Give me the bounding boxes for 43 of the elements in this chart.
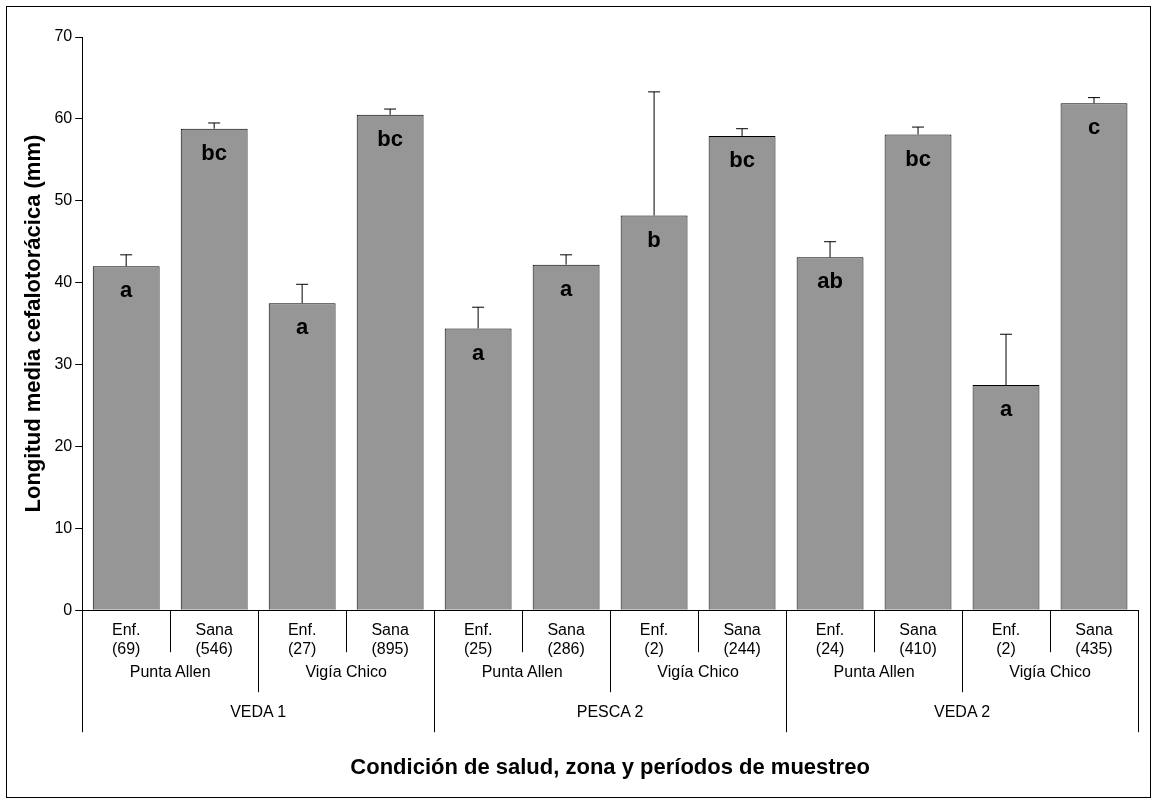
- x-axis-title: Condición de salud, zona y períodos de muestreo: [350, 753, 870, 779]
- data-label: a: [296, 314, 310, 340]
- text: VEDA 2: [934, 702, 991, 720]
- text: PESCA 2: [576, 702, 644, 720]
- text: Vigía Chico: [657, 662, 739, 680]
- data-label: bc: [729, 147, 755, 173]
- y-tick-label: 30: [54, 354, 73, 372]
- data-label: a: [559, 275, 573, 301]
- y-tick-label: 70: [54, 27, 73, 45]
- text: Punta Allen: [129, 662, 211, 680]
- x-tick-label: Sana (410): [899, 621, 937, 658]
- data-label: bc: [201, 139, 228, 165]
- y-tick-label: 0: [63, 600, 73, 618]
- text: Vigía Chico: [305, 662, 388, 680]
- y-tick-label: 10: [54, 518, 73, 536]
- text: Punta Allen: [833, 662, 915, 680]
- x-tick-label: Sana (244): [723, 621, 761, 658]
- y-tick-label: 20: [54, 436, 73, 454]
- data-label: a: [999, 396, 1013, 422]
- x-tick-label: Enf. (2): [639, 621, 669, 658]
- x-tick-label: Sana (286): [547, 621, 585, 658]
- x-tick-label: Enf. (24): [815, 621, 845, 658]
- x-tick-label: Sana (435): [1075, 621, 1113, 658]
- x-tick-label: Sana (895): [371, 621, 409, 658]
- x-tick-label: Enf. (25): [463, 621, 493, 658]
- data-label: ab: [817, 268, 843, 294]
- x-tick-label: Sana (546): [195, 621, 233, 658]
- text: Vigía Chico: [1009, 662, 1091, 680]
- data-label: a: [120, 277, 134, 303]
- x-tick-label: Enf. (27): [287, 621, 317, 658]
- text: Punta Allen: [481, 662, 563, 680]
- y-tick-label: 50: [54, 191, 73, 209]
- x-tick-label: Enf. (69): [111, 621, 141, 658]
- data-label: b: [647, 226, 661, 252]
- y-tick-label: 60: [54, 109, 73, 127]
- y-tick-label: 40: [54, 273, 73, 291]
- text: VEDA 1: [230, 702, 287, 720]
- y-axis-title: Longitud media cefalotorácica (mm): [20, 134, 46, 513]
- data-label: a: [472, 339, 485, 365]
- data-label: bc: [377, 125, 403, 151]
- x-tick-label: Enf. (2): [991, 621, 1021, 658]
- data-label: bc: [905, 145, 931, 171]
- data-label: c: [1087, 114, 1101, 140]
